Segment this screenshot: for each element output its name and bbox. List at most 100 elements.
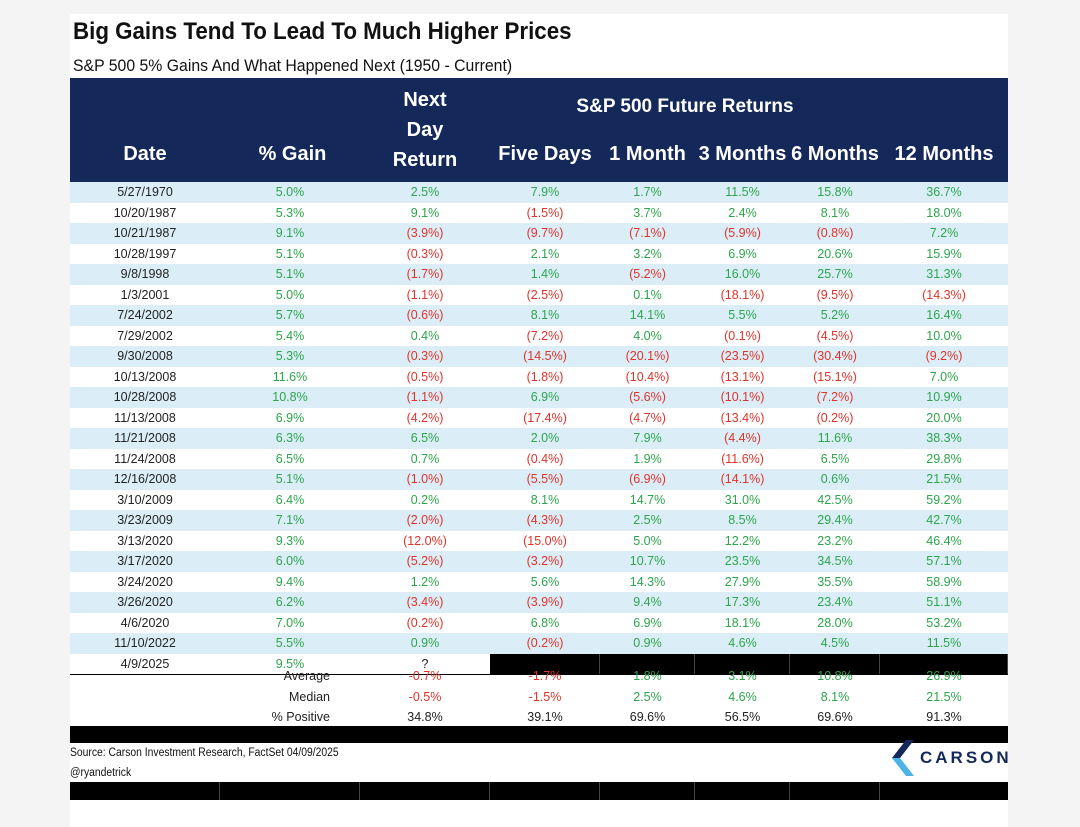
cell-five-days: (5.5%)	[526, 472, 564, 486]
cell-three-months: (11.6%)	[721, 451, 764, 466]
cell-date: 7/29/2002	[117, 328, 173, 343]
table-row: 3/10/2009 6.4% 0.2% 8.1% 14.7% 31.0% 42.5% 59.2…	[70, 489, 1008, 510]
cell-six-months: 4.5%	[820, 636, 850, 650]
cell-next-day: (0.3%)	[406, 349, 444, 363]
cell-twelve-months: 57.1%	[926, 554, 962, 568]
cell-six-months: 8.1%	[820, 205, 850, 220]
table-row: 1/3/2001 5.0% (1.1%) (2.5%) 0.1% (18.1%) (9.5%…	[70, 284, 1008, 305]
table-row: 4/6/2020 7.0% (0.2%) 6.8% 6.9% 18.1% 28.0% 53.2…	[70, 612, 1008, 633]
cell-gain: 9.4%	[275, 574, 305, 589]
stats-twelve-months: 21.5%	[926, 689, 962, 704]
carson-chevron-icon	[892, 740, 914, 776]
stats-three-months: 4.6%	[728, 689, 757, 704]
cell-five-days: (3.9%)	[526, 595, 564, 609]
table-row: 3/24/2020 9.4% 1.2% 5.6% 14.3% 27.9% 35.5% 58.9…	[70, 571, 1008, 592]
footer-bar	[70, 782, 1008, 800]
cell-next-day: (0.3%)	[406, 246, 444, 261]
cell-gain: 5.3%	[275, 205, 305, 220]
cell-next-day: (3.9%)	[406, 226, 444, 240]
blank-cell	[600, 653, 695, 674]
stats-five-days: -1.5%	[528, 689, 562, 704]
cell-date: 3/13/2020	[117, 533, 173, 548]
cell-three-months: 8.5%	[728, 513, 757, 527]
cell-date: 11/10/2022	[114, 636, 176, 650]
cell-gain: 7.0%	[275, 615, 305, 630]
cell-three-months: 27.9%	[724, 574, 761, 589]
cell-five-days: 7.9%	[530, 185, 560, 199]
cell-next-day: 0.4%	[410, 328, 440, 343]
cell-twelve-months: 18.0%	[926, 205, 962, 220]
cell-one-month: (20.1%)	[625, 349, 670, 363]
cell-three-months: 5.5%	[728, 308, 757, 322]
cell-one-month: 4.0%	[633, 328, 662, 343]
cell-three-months: (5.9%)	[724, 226, 761, 240]
cell-one-month: (10.4%)	[625, 369, 670, 384]
cell-gain: 5.3%	[275, 349, 305, 363]
stats-six-months: 8.1%	[820, 689, 850, 704]
cell-six-months: 11.6%	[817, 431, 853, 445]
table-row: 5/27/1970 5.0% 2.5% 7.9% 1.7% 11.5% 15.8% 36.7%	[70, 182, 1008, 203]
table-row-current: 4/9/2025 9.5%?	[70, 653, 1008, 675]
cell-one-month: 10.7%	[629, 554, 666, 568]
cell-five-days: (7.2%)	[526, 328, 564, 343]
cell-gain: 5.7%	[275, 308, 305, 322]
table-row: 11/21/2008 6.3% 6.5% 2.0% 7.9% (4.4%) 11.6% 38.…	[70, 428, 1008, 449]
col-header-gain: % Gain	[258, 143, 327, 165]
cell-twelve-months: 10.0%	[926, 328, 962, 343]
cell-gain: 6.0%	[275, 554, 305, 568]
cell-six-months: (4.5%)	[816, 328, 854, 343]
cell-date: 10/21/1987	[113, 226, 177, 240]
stats-row: Median -0.5% -1.5% 2.5% 4.6% 8.1% 21.5%	[70, 687, 1008, 708]
cell-five-days: (1.5%)	[526, 205, 564, 220]
cell-five-days: (2.5%)	[526, 287, 564, 302]
cell-twelve-months: 7.2%	[929, 226, 959, 240]
cell-gain: 5.1%	[275, 267, 305, 281]
stats-row: Average -0.7% -1.7% 1.8% 3.1% 10.8% 26.9%	[70, 666, 1008, 687]
cell-gain: 7.1%	[275, 513, 305, 527]
cell-one-month: 3.7%	[633, 205, 662, 220]
cell-six-months: 25.7%	[817, 267, 853, 281]
cell-twelve-months: 51.1%	[926, 595, 962, 609]
table-row: 9/8/1998 5.1% (1.7%) 1.4% (5.2%) 16.0% 25.7% 31…	[70, 264, 1008, 285]
cell-five-days: 5.6%	[530, 574, 560, 589]
cell-five-days: (9.7%)	[526, 226, 564, 240]
col-header-next-day: Next Day Return	[392, 89, 458, 171]
table-row: 10/28/1997 5.1% (0.3%) 2.1% 3.2% 6.9% 20.6% 15.…	[70, 243, 1008, 264]
cell-six-months: 6.5%	[820, 451, 850, 466]
cell-date: 12/16/2008	[113, 472, 177, 486]
cell-gain: 5.5%	[275, 636, 305, 650]
cell-one-month: 7.9%	[633, 431, 662, 445]
table-row: 11/10/2022 5.5% 0.9% (0.2%) 0.9% 4.6% 4.5% 11.5…	[70, 633, 1008, 654]
cell-three-months: (23.5%)	[720, 349, 765, 363]
cell-next-day: (0.6%)	[406, 308, 444, 322]
stats-next-day: -0.7%	[408, 669, 442, 683]
cell-twelve-months: 42.7%	[926, 513, 962, 527]
stats-six-months: 69.6%	[817, 710, 853, 724]
blank-cell	[790, 653, 880, 674]
cell-date: 10/28/1997	[113, 246, 177, 261]
cell-three-months: 6.9%	[728, 246, 757, 261]
col-header-12-months: 12 Months	[894, 143, 994, 165]
cell-six-months: 0.6%	[820, 472, 850, 486]
cell-next-day: (0.5%)	[406, 369, 444, 384]
cell-one-month: (6.9%)	[629, 472, 666, 486]
cell-twelve-months: 38.3%	[926, 431, 962, 445]
cell-one-month: (5.2%)	[629, 267, 666, 281]
cell-gain: 6.3%	[275, 431, 305, 445]
cell-twelve-months: 53.2%	[926, 615, 962, 630]
cell-gain: 5.4%	[275, 328, 305, 343]
cell-gain: 10.8%	[272, 390, 308, 404]
cell-date: 7/24/2002	[117, 308, 173, 322]
cell-five-days: (0.2%)	[526, 636, 564, 650]
cell-twelve-months: 59.2%	[926, 492, 962, 507]
cell-six-months: 15.8%	[817, 185, 853, 199]
carson-logo: CARSON	[890, 738, 1009, 778]
cell-five-days: (15.0%)	[523, 533, 567, 548]
cell-six-months: 23.2%	[817, 533, 853, 548]
cell-twelve-months: 20.0%	[926, 410, 962, 425]
cell-gain: 5.0%	[275, 185, 305, 199]
cell-twelve-months: 7.0%	[929, 369, 959, 384]
cell-three-months: 23.5%	[724, 554, 761, 568]
cell-twelve-months: 16.4%	[926, 308, 962, 322]
table-row: 10/13/2008 11.6% (0.5%) (1.8%) (10.4%) (13.1%…	[70, 366, 1008, 387]
